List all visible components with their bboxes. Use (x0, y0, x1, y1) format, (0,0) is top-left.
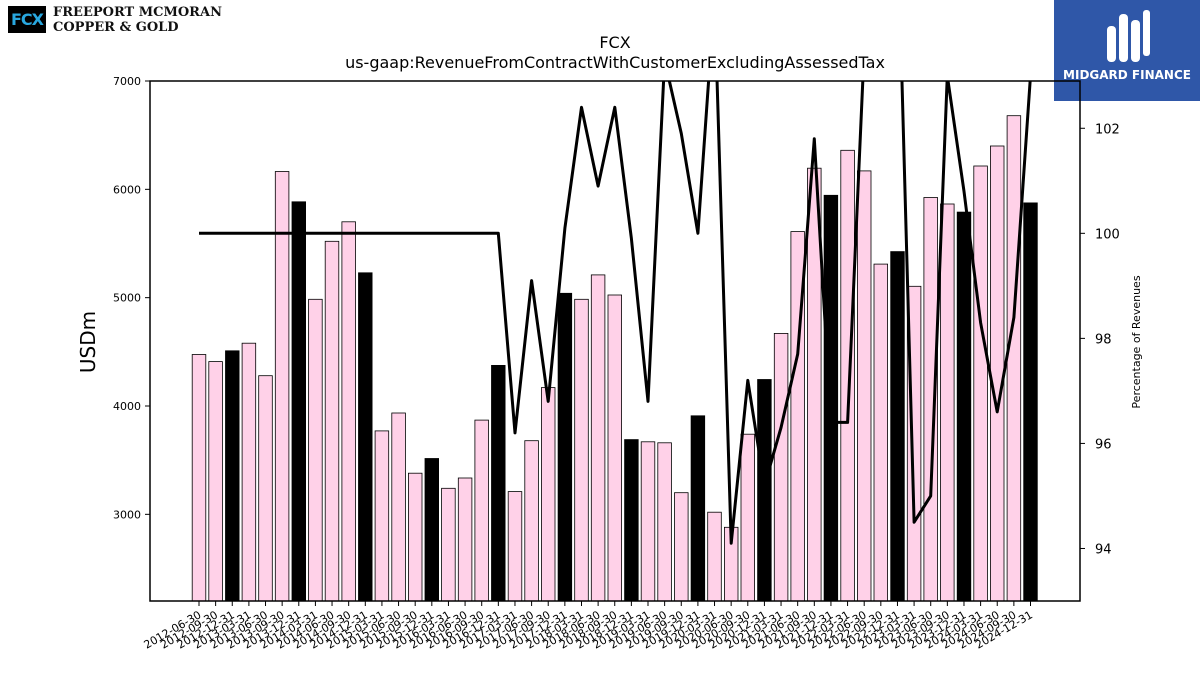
bar (441, 487, 456, 601)
bar (840, 149, 855, 601)
bar (225, 350, 240, 601)
bar (374, 430, 390, 601)
bar (491, 364, 506, 601)
bar (191, 354, 207, 601)
bar (324, 240, 340, 601)
company-name-line1: FREEPORT MCMORAN (53, 5, 222, 20)
bar (607, 294, 623, 601)
chart-title: FCX (599, 33, 630, 52)
chart-subtitle: us-gaap:RevenueFromContractWithCustomerE… (345, 53, 885, 72)
y2-tick-label: 100 (1095, 227, 1120, 242)
bar (424, 458, 440, 601)
y2-tick-label: 96 (1095, 437, 1112, 452)
bar (640, 441, 656, 601)
bar (740, 433, 756, 601)
midgard-mark-icon (1107, 10, 1150, 62)
bar (773, 332, 789, 601)
bar (890, 251, 905, 601)
bar (524, 440, 539, 601)
y-axis-label: USDm (76, 311, 100, 373)
bar (674, 492, 689, 601)
y2-axis-label: Percentage of Revenues (1130, 275, 1143, 408)
bar (241, 342, 257, 601)
y2-tick-label: 102 (1095, 122, 1120, 137)
y-tick-label: 5000 (113, 292, 141, 305)
bar (474, 419, 489, 601)
axes: 300040005000600070009496981001022012-06-… (113, 75, 1120, 652)
bar (391, 412, 406, 601)
bar (624, 439, 639, 601)
bar (940, 203, 955, 601)
bar (541, 387, 556, 601)
bar (990, 145, 1005, 601)
bar (258, 375, 273, 601)
bar (457, 477, 473, 601)
bar (341, 221, 356, 601)
bar (407, 472, 423, 601)
bar (873, 263, 889, 601)
bar (757, 379, 772, 601)
revenue-share-line (199, 81, 1032, 545)
bar (1023, 202, 1038, 601)
midgard-finance-logo: MIDGARD FINANCE (1054, 0, 1200, 101)
bar (707, 511, 722, 601)
y-tick-label: 4000 (113, 400, 141, 413)
bar (956, 211, 972, 601)
bar (1006, 115, 1022, 601)
bar (590, 274, 606, 601)
bar (690, 415, 706, 601)
company-name-line2: COPPER & GOLD (53, 20, 179, 35)
bar (973, 165, 988, 601)
bar (358, 272, 373, 601)
bar (208, 361, 223, 601)
bar (291, 201, 307, 601)
y-tick-label: 7000 (113, 75, 141, 88)
bar (574, 298, 589, 601)
y-tick-label: 6000 (113, 183, 141, 196)
line-series (199, 81, 1032, 545)
y2-tick-label: 94 (1095, 542, 1112, 557)
bar (274, 171, 290, 601)
midgard-finance-text: MIDGARD FINANCE (1063, 68, 1191, 82)
bar (657, 442, 672, 601)
y-tick-label: 3000 (113, 508, 141, 521)
bar (857, 170, 872, 601)
bar-series (191, 115, 1038, 601)
fcx-logo-mark-text: FCX (10, 10, 44, 29)
bar (557, 292, 573, 601)
freeport-logo: FCX FREEPORT MCMORAN COPPER & GOLD (8, 5, 223, 36)
bar (507, 491, 523, 601)
bar (308, 298, 323, 601)
fcx-logo-mark: FCX (8, 6, 46, 33)
y2-tick-label: 98 (1095, 332, 1112, 347)
